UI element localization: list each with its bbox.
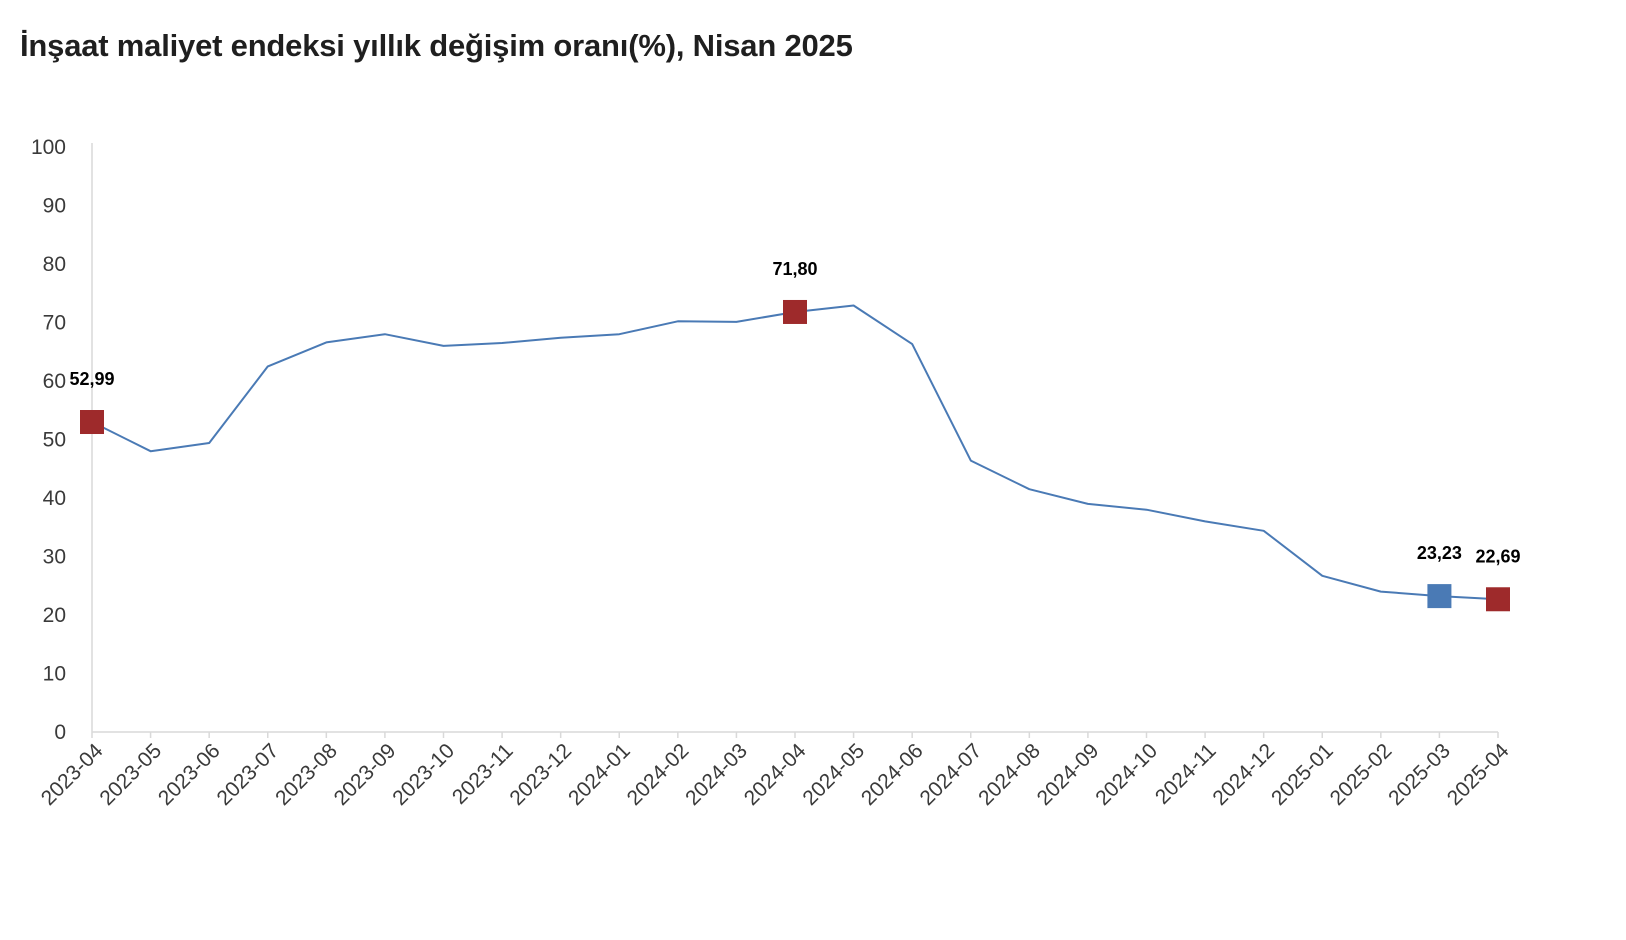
axes [91, 143, 1498, 733]
x-tick-label: 2024-02 [623, 739, 694, 810]
x-tick-label: 2023-12 [505, 739, 576, 810]
x-tick-label: 2024-07 [916, 739, 987, 810]
x-axis-ticks: 2023-042023-052023-062023-072023-082023-… [37, 732, 1514, 810]
y-tick-label: 90 [43, 195, 66, 218]
x-tick-label: 2023-08 [271, 739, 342, 810]
data-point-marker [80, 410, 104, 435]
x-tick-label: 2023-10 [388, 739, 459, 810]
x-tick-label: 2024-11 [1151, 739, 1221, 809]
x-tick-label: 2024-08 [974, 739, 1045, 810]
chart-title: İnşaat maliyet endeksi yıllık değişim or… [20, 28, 853, 63]
y-axis-ticks: 0 10 20 30 40 50 60 70 80 90 100 [31, 136, 66, 744]
x-tick-label: 2024-10 [1091, 739, 1162, 810]
y-tick-label: 0 [54, 721, 66, 744]
x-tick-label: 2023-07 [213, 739, 284, 810]
x-tick-label: 2024-09 [1033, 739, 1104, 810]
x-tick-label: 2023-11 [448, 739, 518, 809]
y-tick-label: 100 [31, 136, 66, 159]
data-label: 71,80 [772, 259, 817, 279]
y-tick-label: 80 [43, 253, 66, 276]
x-tick-label: 2025-04 [1443, 739, 1514, 810]
x-tick-label: 2025-01 [1267, 739, 1338, 810]
data-label: 23,23 [1417, 543, 1462, 563]
x-tick-label: 2025-02 [1326, 739, 1397, 810]
y-tick-label: 70 [43, 312, 66, 335]
x-tick-label: 2024-06 [857, 739, 928, 810]
data-label: 22,69 [1475, 546, 1520, 566]
y-tick-label: 40 [43, 487, 66, 510]
y-tick-label: 20 [43, 604, 66, 627]
series-line-layer [91, 304, 1499, 601]
data-label: 52,99 [69, 369, 114, 389]
y-tick-label: 50 [43, 429, 66, 452]
y-tick-label: 60 [43, 370, 66, 393]
markers [80, 299, 1510, 612]
x-tick-label: 2024-04 [740, 739, 811, 810]
y-tick-label: 30 [43, 546, 66, 569]
x-tick-label: 2023-04 [37, 739, 108, 810]
x-tick-label: 2024-05 [798, 739, 869, 810]
x-tick-label: 2024-12 [1208, 739, 1279, 810]
data-point-marker [1486, 587, 1510, 612]
x-tick-label: 2023-09 [330, 739, 401, 810]
data-point-marker [783, 299, 807, 324]
data-point-marker [1427, 584, 1452, 609]
x-tick-label: 2025-03 [1384, 739, 1455, 810]
y-tick-label: 10 [43, 663, 66, 686]
x-tick-label: 2024-03 [681, 739, 752, 810]
series-line [91, 304, 1499, 601]
x-tick-label: 2024-01 [564, 739, 635, 810]
x-tick-label: 2023-05 [95, 739, 166, 810]
x-tick-label: 2023-06 [154, 739, 225, 810]
data-labels: 52,99 71,80 23,23 22,69 [69, 259, 1520, 566]
